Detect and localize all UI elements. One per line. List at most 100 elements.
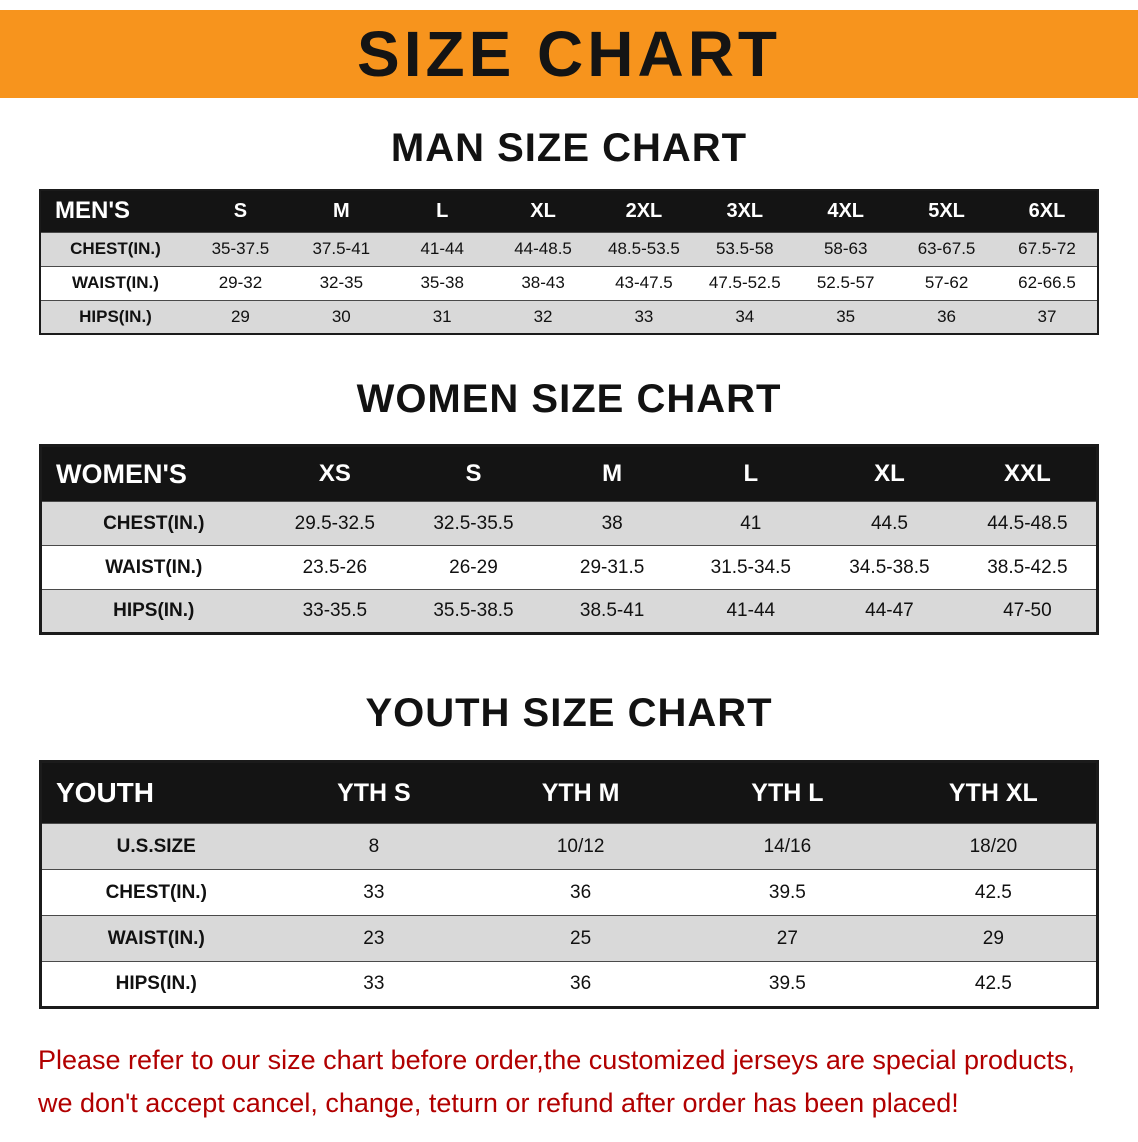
size-value-cell: 39.5: [684, 869, 891, 916]
measurement-row: U.S.SIZE 8 10/12 14/16 18/20: [40, 823, 1098, 870]
size-value-cell: 57-62: [896, 265, 997, 300]
size-value-cell: 37.5-41: [290, 231, 392, 266]
size-value-cell: 47-50: [958, 589, 1098, 634]
size-value-cell: 67.5-72: [997, 231, 1098, 266]
size-value-cell: 36: [477, 869, 684, 916]
size-value-cell: 63-67.5: [896, 231, 997, 266]
size-value-cell: 41: [681, 501, 821, 546]
size-value-cell: 32-35: [290, 265, 392, 300]
youth-header-row: YOUTH YTH S YTH M YTH L YTH XL: [40, 761, 1098, 824]
size-value-cell: 38: [542, 501, 682, 546]
size-column-header: XL: [820, 445, 959, 502]
size-value-cell: 10/12: [477, 823, 684, 870]
size-value-cell: 33: [270, 869, 478, 916]
size-column-header: XL: [492, 190, 594, 232]
size-column-header: YTH L: [684, 761, 891, 824]
size-value-cell: 41-44: [391, 231, 493, 266]
measurement-row-label: HIPS(IN.): [40, 589, 266, 634]
size-value-cell: 44-48.5: [492, 231, 594, 266]
size-value-cell: 44-47: [820, 589, 959, 634]
women-table-label: WOMEN'S: [40, 445, 266, 502]
measurement-row-label: HIPS(IN.): [40, 299, 190, 334]
size-value-cell: 29.5-32.5: [265, 501, 405, 546]
size-value-cell: 32: [492, 299, 594, 334]
size-value-cell: 35: [795, 299, 897, 334]
size-column-header: 2XL: [593, 190, 695, 232]
disclaimer-line-1: Please refer to our size chart before or…: [38, 1045, 1076, 1075]
size-value-cell: 31.5-34.5: [681, 545, 821, 590]
measurement-row-label: CHEST(IN.): [40, 231, 190, 266]
men-table-label: MEN'S: [40, 190, 190, 232]
size-column-header: M: [290, 190, 392, 232]
measurement-row: CHEST(IN.) 33 36 39.5 42.5: [40, 869, 1098, 916]
size-value-cell: 32.5-35.5: [404, 501, 543, 546]
measurement-row-label: U.S.SIZE: [40, 823, 271, 870]
size-value-cell: 53.5-58: [694, 231, 796, 266]
youth-section: YOUTH SIZE CHART YOUTH YTH S YTH M YTH L YTH…: [0, 691, 1138, 1009]
size-value-cell: 34.5-38.5: [820, 545, 959, 590]
measurement-row: HIPS(IN.) 33 36 39.5 42.5: [40, 961, 1098, 1008]
size-value-cell: 35-38: [391, 265, 493, 300]
size-value-cell: 38-43: [492, 265, 594, 300]
size-value-cell: 30: [290, 299, 392, 334]
measurement-row-label: WAIST(IN.): [40, 915, 271, 962]
size-column-header: YTH S: [270, 761, 478, 824]
men-size-table: MEN'S S M L XL 2XL 3XL 4XL 5XL 6XL CHEST(IN.) 35-37…: [39, 189, 1099, 335]
women-section: WOMEN SIZE CHART WOMEN'S XS S M L XL XXL CHEST(…: [0, 377, 1138, 635]
size-column-header: L: [681, 445, 821, 502]
size-value-cell: 47.5-52.5: [694, 265, 796, 300]
size-value-cell: 39.5: [684, 961, 891, 1008]
size-column-header: XS: [265, 445, 405, 502]
measurement-row-label: WAIST(IN.): [40, 265, 190, 300]
size-value-cell: 35.5-38.5: [404, 589, 543, 634]
size-value-cell: 43-47.5: [593, 265, 695, 300]
banner: SIZE CHART: [0, 10, 1138, 98]
size-value-cell: 41-44: [681, 589, 821, 634]
measurement-row-label: WAIST(IN.): [40, 545, 266, 590]
size-value-cell: 8: [270, 823, 478, 870]
measurement-row: CHEST(IN.) 29.5-32.5 32.5-35.5 38 41 44.5 44.5…: [40, 501, 1098, 546]
size-value-cell: 42.5: [890, 961, 1098, 1008]
size-column-header: YTH XL: [890, 761, 1098, 824]
men-section-heading: MAN SIZE CHART: [390, 126, 748, 170]
size-value-cell: 35-37.5: [190, 231, 291, 266]
size-value-cell: 14/16: [684, 823, 891, 870]
measurement-row: WAIST(IN.) 29-32 32-35 35-38 38-43 43-47.5 47.…: [40, 265, 1098, 300]
size-value-cell: 25: [477, 915, 684, 962]
size-value-cell: 36: [477, 961, 684, 1008]
size-column-header: 3XL: [694, 190, 796, 232]
size-value-cell: 44.5-48.5: [958, 501, 1098, 546]
size-value-cell: 27: [684, 915, 891, 962]
size-value-cell: 33-35.5: [265, 589, 405, 634]
women-size-table: WOMEN'S XS S M L XL XXL CHEST(IN.) 29.5-32.5 32.5…: [39, 444, 1099, 635]
size-value-cell: 36: [896, 299, 997, 334]
size-column-header: 4XL: [795, 190, 897, 232]
size-value-cell: 37: [997, 299, 1098, 334]
youth-table-label: YOUTH: [40, 761, 271, 824]
size-value-cell: 52.5-57: [795, 265, 897, 300]
size-column-header: 6XL: [997, 190, 1098, 232]
size-column-header: S: [404, 445, 543, 502]
size-column-header: M: [542, 445, 682, 502]
youth-section-heading: YOUTH SIZE CHART: [365, 691, 773, 735]
measurement-row: WAIST(IN.) 23 25 27 29: [40, 915, 1098, 962]
women-section-heading: WOMEN SIZE CHART: [356, 377, 782, 421]
men-header-row: MEN'S S M L XL 2XL 3XL 4XL 5XL 6XL: [40, 190, 1098, 232]
measurement-row-label: CHEST(IN.): [40, 501, 266, 546]
measurement-row: WAIST(IN.) 23.5-26 26-29 29-31.5 31.5-34.5 34…: [40, 545, 1098, 590]
size-column-header: L: [391, 190, 493, 232]
size-value-cell: 29: [890, 915, 1098, 962]
size-column-header: YTH M: [477, 761, 684, 824]
page-title: SIZE CHART: [357, 18, 781, 90]
size-value-cell: 29-32: [190, 265, 291, 300]
size-column-header: 5XL: [896, 190, 997, 232]
size-value-cell: 48.5-53.5: [593, 231, 695, 266]
measurement-row-label: CHEST(IN.): [40, 869, 271, 916]
disclaimer-text: Please refer to our size chart before or…: [38, 1039, 1138, 1125]
size-value-cell: 38.5-41: [542, 589, 682, 634]
size-value-cell: 34: [694, 299, 796, 334]
size-value-cell: 29: [190, 299, 291, 334]
size-value-cell: 58-63: [795, 231, 897, 266]
size-chart-page: SIZE CHART MAN SIZE CHART MEN'S S M L XL 2XL 3…: [0, 10, 1138, 1125]
women-header-row: WOMEN'S XS S M L XL XXL: [40, 445, 1098, 502]
